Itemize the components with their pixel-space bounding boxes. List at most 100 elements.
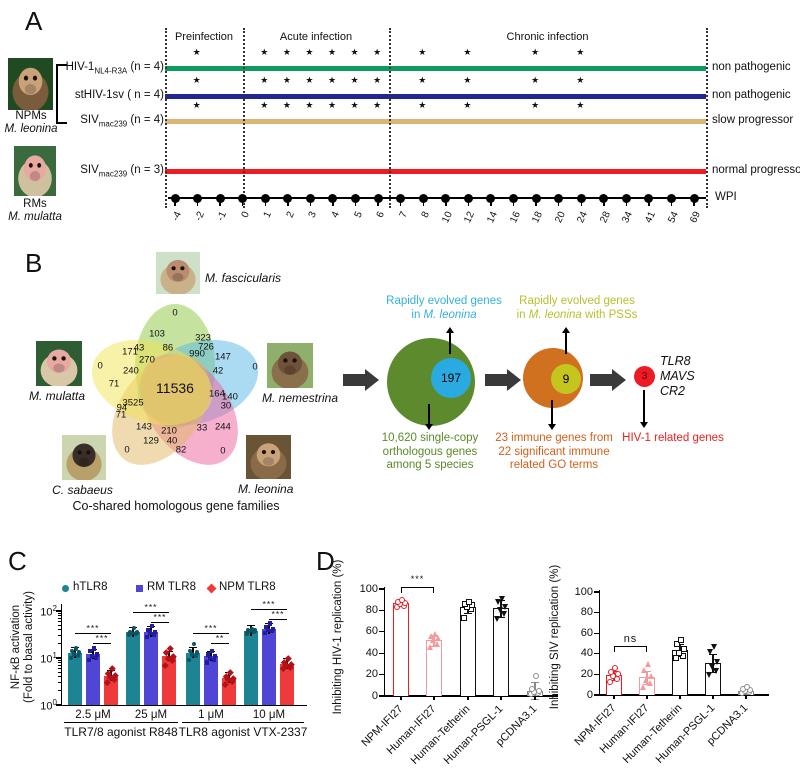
down-arrow-icon [428, 404, 430, 426]
virus-label: SIVmac239 (n = 4) [80, 114, 164, 129]
legend-label: NPM TLR8 [219, 581, 276, 593]
rapidly-evolved-caption: Rapidly evolved genes in M. leonina [386, 295, 502, 321]
d-x-tick [400, 696, 402, 700]
wpi-axis [168, 196, 706, 200]
d-y-tick [594, 694, 599, 696]
axis-tick [264, 198, 267, 206]
c-agonist-label: TLR7/8 agonist R848 [64, 725, 178, 739]
d-y-tick-label: 40 [365, 646, 378, 659]
c-y-minor-tick [58, 671, 61, 673]
axis-tick [625, 198, 628, 206]
c-scatter-point [193, 653, 199, 659]
d-error-cap [676, 643, 684, 645]
c-y-minor-tick [58, 682, 61, 684]
c-scatter-point [207, 655, 213, 661]
d-bar [393, 602, 409, 696]
axis-tick-label: -1 [215, 210, 230, 223]
d-x-tick [745, 695, 747, 699]
d-x-tick [467, 696, 469, 700]
c-dose-label: 10 μM [252, 709, 286, 721]
c-scatter-point [204, 660, 210, 665]
d-y-tick [379, 652, 384, 654]
c-scatter-point [252, 628, 258, 633]
c-scatter-point [152, 629, 158, 635]
d-scatter-point [426, 643, 433, 650]
flow-arrow-icon [590, 374, 612, 386]
c-y-minor-tick [58, 643, 61, 645]
significance-star: ★ [531, 100, 540, 110]
axis-tick-label: 7 [397, 210, 410, 220]
significance-star: ★ [373, 100, 382, 110]
leonina-photo [246, 435, 291, 481]
c-bar [204, 656, 218, 705]
c-y-minor-tick [58, 624, 61, 626]
d-x-tick [646, 695, 648, 699]
c-bar [244, 630, 258, 705]
flow-arrow-icon [365, 368, 379, 391]
d-x-tick [433, 696, 435, 700]
axis-tick [467, 198, 470, 206]
infection-timeline-row-2 [165, 93, 706, 99]
venn-count: 171 [122, 346, 138, 358]
d-x-tick [500, 696, 502, 700]
axis-tick-label: 24 [575, 210, 591, 225]
significance-star: ★ [576, 75, 585, 85]
infection-timeline-row-4 [165, 168, 706, 174]
axis-tick [399, 198, 402, 206]
significance-star: ★ [531, 47, 540, 57]
d-sig-drop [645, 646, 647, 652]
d-x-tick [534, 696, 536, 700]
c-error-cap [189, 647, 197, 649]
axis-tick [196, 198, 199, 206]
axis-tick [309, 198, 312, 206]
venn-caption: Co-shared homologous gene families [72, 499, 280, 513]
c-sig-line [151, 621, 169, 624]
axis-tick [332, 198, 334, 206]
venn-count: 0 [220, 445, 226, 457]
c-scatter-point [247, 628, 253, 634]
c-dose-label: 25 μM [134, 709, 168, 721]
c-y-tick [56, 657, 61, 659]
axis-tick [490, 198, 492, 206]
npm-bracket [56, 64, 58, 124]
phase-divider [242, 28, 245, 208]
c-bar [126, 632, 140, 705]
venn-count: 143 [136, 421, 152, 433]
c-scatter-point [126, 632, 132, 637]
down-arrow-icon [551, 400, 553, 426]
significance-star: ★ [260, 100, 269, 110]
species-label-leonina: M. leonina [238, 482, 294, 496]
d-error-cap [464, 612, 472, 614]
d-scatter-point [642, 676, 649, 683]
axis-tick-label: 12 [462, 210, 478, 225]
d-scatter-point [680, 652, 686, 659]
axis-tick-label: -2 [192, 210, 207, 223]
d-scatter-point [533, 672, 539, 679]
d-y-tick-label: 100 [574, 585, 593, 598]
venn-count: 30 [220, 400, 232, 412]
axis-tick [219, 198, 221, 206]
axis-tick [670, 198, 673, 206]
outcome-label: slow progressor [712, 114, 794, 126]
d-sig-line [401, 587, 434, 589]
c-scatter-point [129, 630, 135, 636]
d-x-tick [679, 695, 681, 699]
flow-arrow-icon [485, 374, 507, 386]
c-sig-line [75, 632, 111, 634]
c-sig-line [93, 642, 111, 644]
d-y-tick [594, 653, 599, 655]
c-scatter-point [87, 648, 93, 654]
axis-tick-label: 5 [352, 210, 365, 220]
npm-bracket-top-arm [56, 64, 67, 66]
c-y-minor-tick [58, 664, 61, 666]
c-scatter-point [86, 657, 92, 663]
significance-star: ★ [282, 47, 291, 57]
d-error-cap [497, 616, 505, 618]
c-scatter-point [270, 626, 276, 631]
significance-star: ★ [418, 100, 427, 110]
d-scatter-point [500, 610, 507, 617]
virus-label: HIV-1NL4-R3A (n = 4) [65, 61, 164, 76]
d-category-label: pCDNA3.1 [493, 703, 540, 749]
d-y-tick-label: 80 [580, 606, 593, 619]
c-scatter-point [71, 652, 77, 657]
